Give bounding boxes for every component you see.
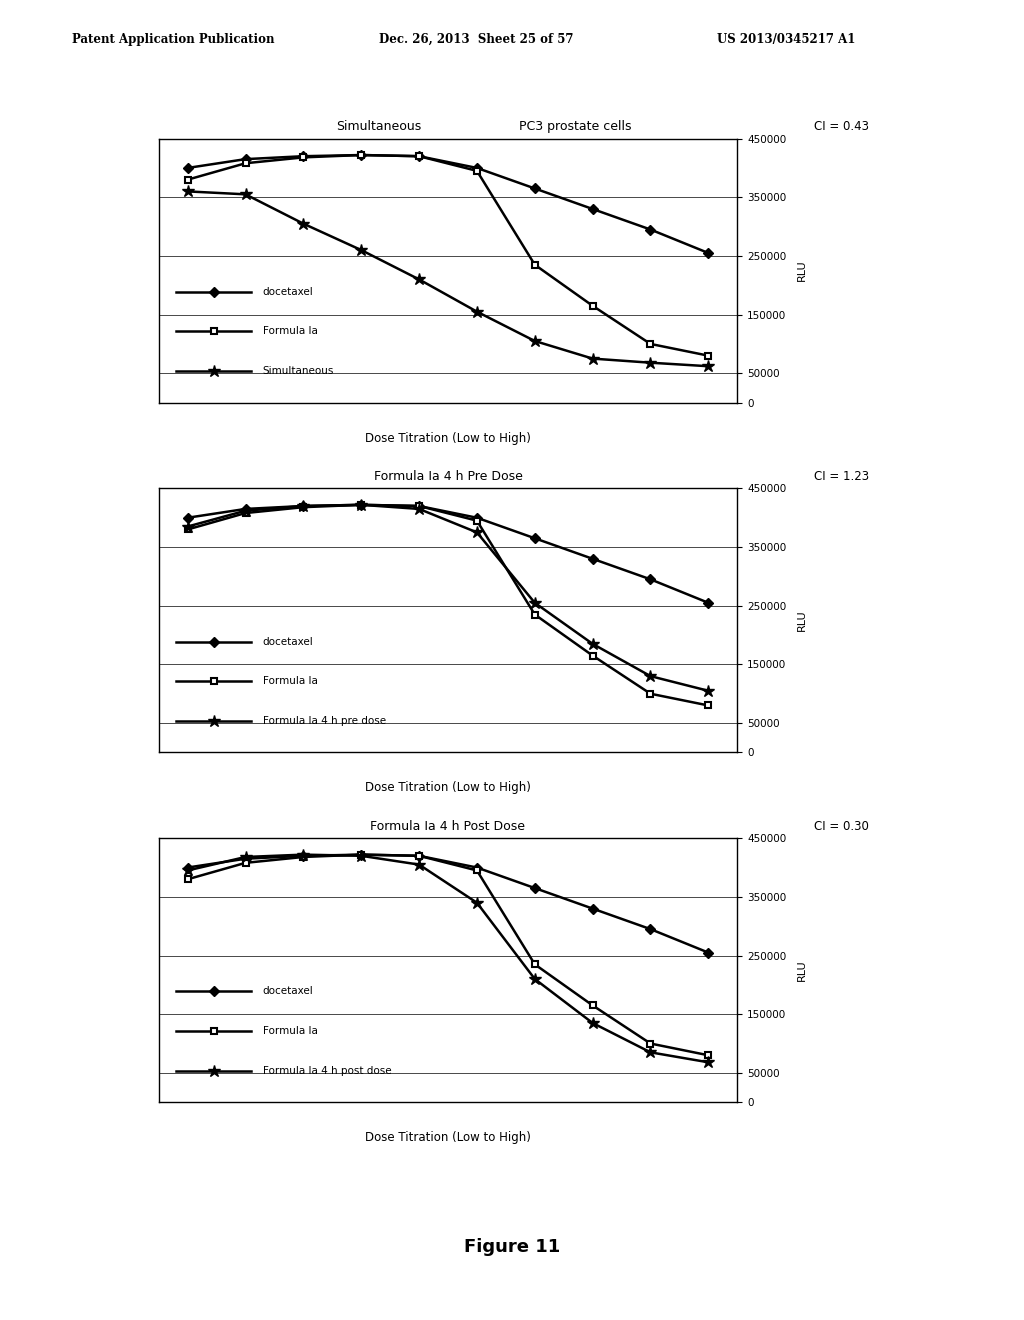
Text: docetaxel: docetaxel [263, 636, 313, 647]
Text: Formula Ia 4 h Pre Dose: Formula Ia 4 h Pre Dose [374, 470, 522, 483]
Text: Figure 11: Figure 11 [464, 1238, 560, 1257]
Text: PC3 prostate cells: PC3 prostate cells [519, 120, 632, 133]
Text: Dose Titration (Low to High): Dose Titration (Low to High) [366, 781, 530, 795]
Text: Dec. 26, 2013  Sheet 25 of 57: Dec. 26, 2013 Sheet 25 of 57 [379, 33, 573, 46]
Text: CI = 0.30: CI = 0.30 [814, 820, 869, 833]
Y-axis label: RLU: RLU [798, 610, 807, 631]
Text: docetaxel: docetaxel [263, 986, 313, 997]
Text: US 2013/0345217 A1: US 2013/0345217 A1 [717, 33, 855, 46]
Text: Formula Ia 4 h post dose: Formula Ia 4 h post dose [263, 1065, 391, 1076]
Text: docetaxel: docetaxel [263, 286, 313, 297]
Text: Formula Ia: Formula Ia [263, 326, 317, 337]
Text: CI = 0.43: CI = 0.43 [814, 120, 869, 133]
Text: Formula Ia 4 h pre dose: Formula Ia 4 h pre dose [263, 715, 386, 726]
Text: Formula Ia 4 h Post Dose: Formula Ia 4 h Post Dose [371, 820, 525, 833]
Y-axis label: RLU: RLU [798, 960, 807, 981]
Y-axis label: RLU: RLU [798, 260, 807, 281]
Text: Dose Titration (Low to High): Dose Titration (Low to High) [366, 432, 530, 445]
Text: CI = 1.23: CI = 1.23 [814, 470, 869, 483]
Text: Simultaneous: Simultaneous [263, 366, 334, 376]
Text: Formula Ia: Formula Ia [263, 1026, 317, 1036]
Text: Formula Ia: Formula Ia [263, 676, 317, 686]
Text: Dose Titration (Low to High): Dose Titration (Low to High) [366, 1131, 530, 1144]
Text: Patent Application Publication: Patent Application Publication [72, 33, 274, 46]
Text: Simultaneous: Simultaneous [336, 120, 421, 133]
